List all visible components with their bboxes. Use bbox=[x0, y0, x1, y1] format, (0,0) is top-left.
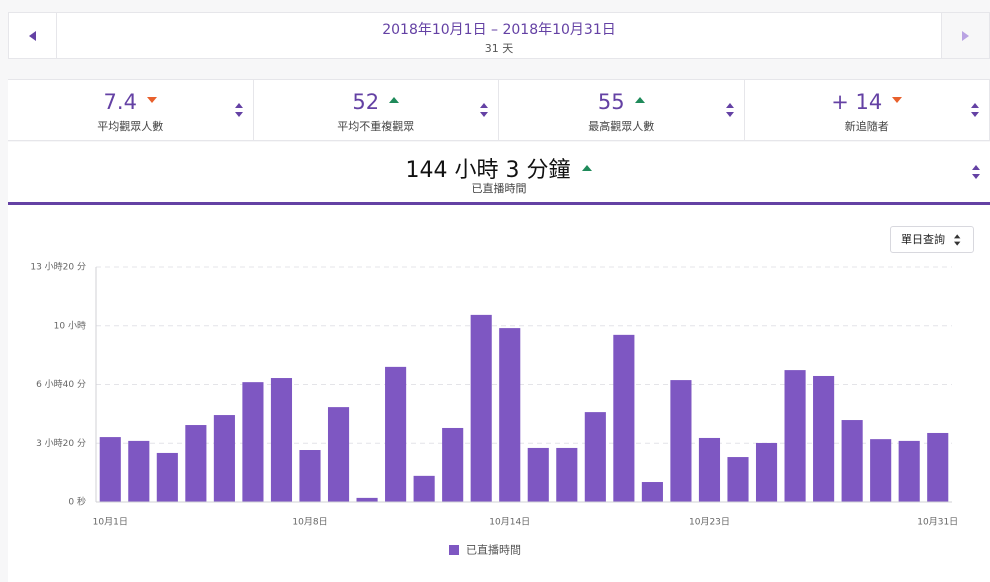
sort-icon bbox=[480, 103, 490, 117]
stat-value: 7.4 bbox=[103, 90, 137, 114]
date-range: 2018年10月1日 – 2018年10月31日 bbox=[382, 22, 616, 38]
previous-button[interactable] bbox=[9, 13, 57, 58]
sort-icon bbox=[972, 165, 982, 179]
stat-card[interactable]: 55 最高觀眾人數 bbox=[499, 80, 745, 141]
bar bbox=[784, 370, 806, 502]
bar bbox=[556, 447, 578, 502]
bar bbox=[128, 440, 150, 502]
dropdown[interactable]: 單日查詢 bbox=[890, 226, 974, 253]
bar bbox=[413, 475, 435, 502]
stat-card[interactable]: 52 平均不重複觀眾 bbox=[253, 80, 499, 141]
bar bbox=[327, 407, 350, 502]
trend-down bbox=[146, 97, 157, 103]
bar bbox=[641, 482, 663, 502]
bar bbox=[356, 497, 378, 502]
stat-card[interactable]: + 14 新追隨者 bbox=[744, 80, 990, 141]
stat-value: 55 bbox=[597, 90, 625, 114]
bar bbox=[442, 427, 464, 502]
bar bbox=[727, 457, 749, 502]
stat-value-row: 52 bbox=[254, 90, 499, 114]
stats-row: 7.4 平均觀眾人數 52 平均不重複觀眾 55 最高觀眾人數 + 14 新追隨者 bbox=[8, 79, 990, 141]
bar bbox=[156, 452, 178, 502]
bar bbox=[270, 378, 293, 502]
bar bbox=[755, 442, 778, 502]
y-tick-label: 6 小時40 分 bbox=[36, 379, 86, 390]
bar bbox=[698, 437, 721, 502]
sort-icon bbox=[725, 103, 736, 117]
x-tick-label: 10月8日 bbox=[292, 517, 327, 528]
stat-value-row: 55 bbox=[499, 90, 744, 114]
total-card[interactable]: 144 小時 3 分鐘 已直播時間 bbox=[8, 142, 990, 205]
trend-down bbox=[892, 97, 903, 103]
y-tick-label: 10 小時 bbox=[54, 320, 86, 331]
date-navigator: 2018年10月1日 – 2018年10月31日 31 天 bbox=[8, 12, 990, 59]
bar bbox=[527, 447, 549, 502]
bar bbox=[870, 439, 892, 502]
dropdown-label: 單日查詢 bbox=[901, 233, 945, 246]
bar bbox=[927, 432, 949, 502]
total-value: 144 小時 3 分鐘 bbox=[405, 158, 571, 183]
y-tick-label: 0 秒 bbox=[68, 496, 86, 508]
bar bbox=[584, 412, 606, 502]
total-label: 已直播時間 bbox=[471, 182, 527, 195]
stat-card[interactable]: 7.4 平均觀眾人數 bbox=[8, 80, 254, 141]
y-tick-label: 13 小時20 分 bbox=[30, 262, 86, 273]
legend-label: 已直播時間 bbox=[466, 543, 521, 557]
trend-up bbox=[389, 97, 400, 103]
legend-swatch bbox=[449, 545, 459, 555]
bar bbox=[470, 314, 492, 502]
stat-label: 最高觀眾人數 bbox=[588, 120, 655, 133]
trend bbox=[582, 165, 593, 171]
y-tick-label: 3 小時20 分 bbox=[36, 438, 86, 449]
bar bbox=[670, 380, 692, 502]
stat-value: + 14 bbox=[831, 90, 883, 114]
stat-label: 新追隨者 bbox=[844, 120, 889, 133]
dropdown-icon bbox=[954, 233, 962, 246]
next-button[interactable] bbox=[941, 13, 989, 58]
day-count: 31 天 bbox=[484, 42, 514, 55]
sort-icon bbox=[234, 103, 245, 117]
bar bbox=[898, 440, 920, 502]
bar bbox=[242, 382, 264, 502]
stat-value-row: + 14 bbox=[745, 90, 990, 114]
bar bbox=[499, 328, 521, 502]
stat-label: 平均觀眾人數 bbox=[97, 120, 164, 133]
x-tick-label: 10月31日 bbox=[917, 517, 958, 528]
chart: 0 秒 3 小時20 分 6 小時40 分 10 小時 13 小時20 分 10月1日 10… bbox=[30, 262, 958, 557]
total-value-row: 144 小時 3 分鐘 bbox=[8, 152, 990, 184]
bar bbox=[185, 425, 207, 502]
trend-up bbox=[634, 97, 645, 103]
bar bbox=[813, 375, 835, 502]
bar bbox=[841, 420, 863, 502]
x-tick-label: 10月14日 bbox=[489, 517, 530, 528]
bar bbox=[213, 415, 235, 502]
sort-icon bbox=[971, 103, 981, 117]
bar bbox=[99, 437, 121, 502]
stat-value-row: 7.4 bbox=[8, 90, 253, 114]
bar bbox=[385, 366, 407, 502]
x-tick-label: 10月23日 bbox=[689, 517, 730, 528]
bar bbox=[299, 450, 321, 502]
stat-value: 52 bbox=[352, 90, 380, 114]
bar bbox=[613, 334, 635, 502]
stat-label: 平均不重複觀眾 bbox=[337, 120, 415, 133]
x-tick-label: 10月1日 bbox=[93, 517, 128, 528]
